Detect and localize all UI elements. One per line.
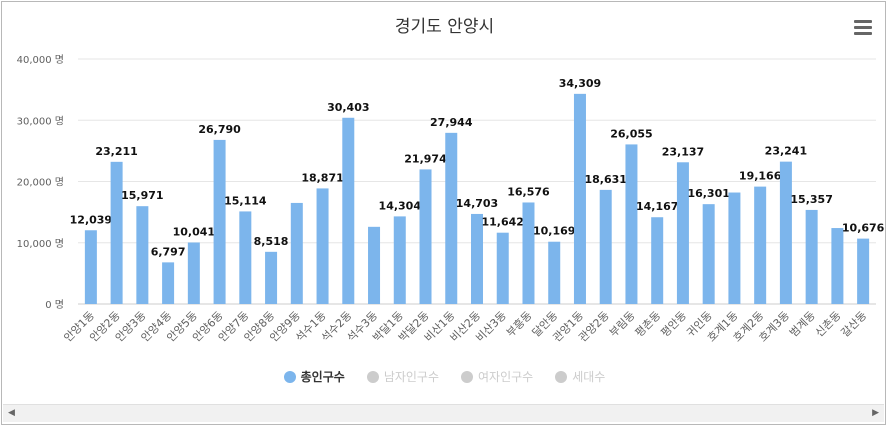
y-tick-label: 20,000 명 bbox=[17, 177, 64, 189]
bar[interactable] bbox=[728, 192, 741, 304]
legend-label: 남자인구수 bbox=[383, 370, 440, 384]
bar[interactable] bbox=[393, 216, 406, 304]
x-tick-label: 갈산동 bbox=[838, 308, 869, 339]
bar[interactable] bbox=[676, 162, 689, 304]
data-label: 15,114 bbox=[224, 194, 267, 207]
legend-dot-icon bbox=[555, 370, 568, 383]
horizontal-scrollbar[interactable]: ◀ ▶ bbox=[3, 404, 884, 422]
y-tick-label: 0 명 bbox=[45, 299, 64, 311]
chart-title: 경기도 안양시 bbox=[394, 17, 495, 37]
x-tick-label: 평안동 bbox=[658, 309, 689, 340]
x-tick-label: 부흥동 bbox=[503, 308, 534, 339]
bar[interactable] bbox=[522, 202, 535, 304]
bar[interactable] bbox=[290, 202, 303, 304]
bar[interactable] bbox=[599, 189, 612, 304]
x-tick-label: 평촌동 bbox=[633, 309, 664, 340]
bar[interactable] bbox=[265, 251, 278, 304]
bar[interactable] bbox=[548, 241, 561, 304]
data-label: 14,304 bbox=[379, 199, 422, 212]
data-label: 19,166 bbox=[739, 170, 782, 183]
y-tick-label: 30,000 명 bbox=[17, 115, 64, 127]
y-tick-label: 40,000 명 bbox=[17, 54, 64, 66]
bar[interactable] bbox=[471, 213, 483, 304]
data-label: 30,403 bbox=[327, 101, 369, 114]
bar[interactable] bbox=[496, 232, 509, 304]
legend-item[interactable]: 총인구수 bbox=[283, 368, 345, 385]
data-label: 14,703 bbox=[456, 197, 498, 210]
arrow-right-icon[interactable]: ▶ bbox=[872, 408, 879, 418]
bar[interactable] bbox=[779, 161, 792, 304]
bar[interactable] bbox=[368, 226, 381, 304]
data-label: 26,055 bbox=[610, 127, 652, 140]
data-label: 26,790 bbox=[198, 123, 241, 136]
bar[interactable] bbox=[625, 144, 638, 304]
bar[interactable] bbox=[419, 169, 432, 304]
bar[interactable] bbox=[316, 188, 329, 304]
legend-label: 세대수 bbox=[572, 370, 606, 384]
data-label: 14,167 bbox=[636, 200, 678, 213]
arrow-left-icon[interactable]: ◀ bbox=[8, 408, 15, 418]
data-label: 18,631 bbox=[584, 173, 626, 186]
bar[interactable] bbox=[702, 204, 715, 304]
legend-item[interactable]: 여자인구수 bbox=[461, 368, 533, 385]
data-label: 15,357 bbox=[790, 193, 832, 206]
data-label: 6,797 bbox=[151, 245, 186, 258]
x-tick-label: 부림동 bbox=[607, 309, 638, 340]
data-label: 23,211 bbox=[95, 145, 137, 158]
bar[interactable] bbox=[445, 132, 458, 304]
bar[interactable] bbox=[136, 206, 149, 304]
bar-chart-plot: 0 명 10,000 명 20,000 명 30,000 명 40,000 명 12,03… bbox=[17, 54, 885, 345]
y-tick-label: 10,000 명 bbox=[17, 238, 64, 250]
data-label: 10,169 bbox=[533, 225, 575, 238]
data-label: 16,301 bbox=[687, 187, 729, 200]
legend-dot-icon bbox=[283, 370, 296, 383]
chart-legend: 총인구수 남자인구수 여자인구수 세대수 bbox=[2, 368, 887, 385]
x-tick-label: 신촌동 bbox=[813, 309, 844, 340]
legend-label: 총인구수 bbox=[300, 370, 345, 384]
bar[interactable] bbox=[84, 230, 97, 304]
bar[interactable] bbox=[187, 242, 200, 304]
legend-dot-icon bbox=[461, 370, 474, 383]
data-label: 12,039 bbox=[70, 213, 112, 226]
data-label: 16,576 bbox=[507, 185, 550, 198]
data-label: 10,041 bbox=[173, 225, 215, 238]
data-label: 34,309 bbox=[559, 77, 601, 90]
bar[interactable] bbox=[831, 228, 844, 304]
bar[interactable] bbox=[805, 209, 818, 304]
legend-item[interactable]: 남자인구수 bbox=[366, 368, 440, 385]
bar[interactable] bbox=[651, 217, 664, 304]
legend-label: 여자인구수 bbox=[478, 370, 534, 384]
legend-dot-icon bbox=[366, 370, 379, 383]
bar[interactable] bbox=[213, 139, 226, 304]
bar[interactable] bbox=[239, 211, 252, 304]
data-label: 15,971 bbox=[121, 189, 163, 202]
data-label: 23,137 bbox=[662, 145, 704, 158]
data-label: 21,974 bbox=[404, 152, 447, 165]
bar[interactable] bbox=[342, 117, 355, 305]
bar[interactable] bbox=[857, 238, 870, 304]
x-tick-label: 범계동 bbox=[787, 309, 818, 340]
data-label: 18,871 bbox=[301, 171, 343, 184]
bar[interactable] bbox=[573, 93, 586, 304]
data-label: 27,944 bbox=[430, 116, 473, 129]
bar[interactable] bbox=[110, 161, 123, 304]
data-label: 10,676 bbox=[842, 222, 885, 235]
hamburger-menu-icon[interactable] bbox=[854, 20, 872, 36]
legend-item[interactable]: 세대수 bbox=[555, 368, 605, 385]
data-label: 23,241 bbox=[765, 145, 807, 158]
data-label: 8,518 bbox=[254, 235, 289, 248]
bar[interactable] bbox=[754, 186, 767, 304]
data-label: 11,642 bbox=[482, 216, 524, 229]
bar[interactable] bbox=[162, 262, 175, 304]
